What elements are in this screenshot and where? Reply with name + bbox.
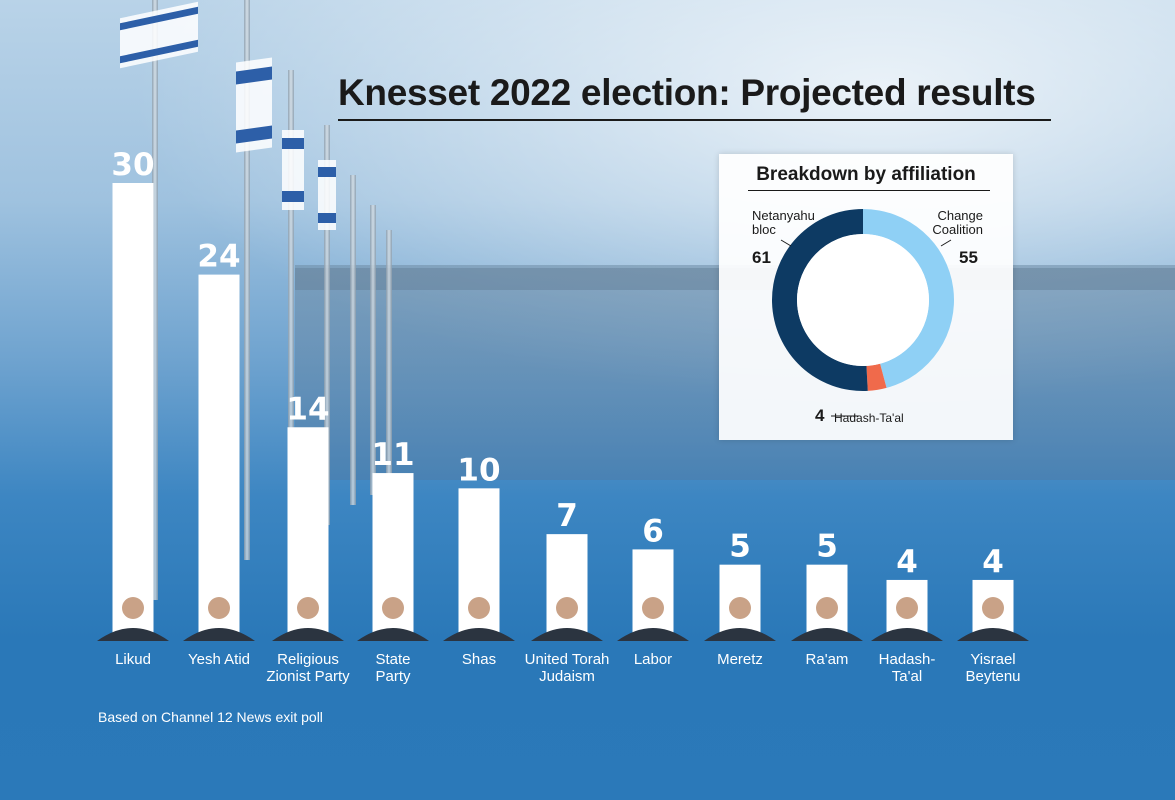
title-underline — [338, 119, 1051, 121]
portrait-icon — [357, 597, 429, 641]
netanyahu-bloc-label-line: Netanyahu — [752, 208, 815, 223]
hadash-taal-label: Hadash-Ta'al — [834, 411, 904, 425]
bar-value-label: 24 — [197, 239, 240, 275]
affiliation-panel: Breakdown by affiliation Netanyahu bloc … — [719, 154, 1013, 440]
category-label: Likud — [115, 651, 151, 668]
category-label: State — [375, 651, 410, 668]
page-title: Knesset 2022 election: Projected results — [338, 72, 1036, 113]
flagpole — [288, 70, 294, 550]
legend-netanyahu-bloc: Netanyahu bloc — [752, 209, 815, 237]
donut-title-underline — [748, 190, 990, 191]
netanyahu-leader-line — [780, 239, 792, 247]
portrait-icon — [531, 597, 603, 641]
category-label: Yesh Atid — [188, 651, 250, 668]
category-label: Beytenu — [965, 668, 1020, 685]
donut-title: Breakdown by affiliation — [756, 164, 976, 185]
flagpole — [350, 175, 356, 505]
israel-flag-icon — [282, 130, 304, 210]
flagpole — [324, 125, 330, 525]
bar-value-label: 11 — [371, 437, 414, 473]
category-label: Shas — [462, 651, 496, 668]
category-label: Meretz — [717, 651, 763, 668]
change-coalition-label-line: Change — [937, 208, 983, 223]
flagpole — [152, 0, 158, 600]
bar-value-label: 10 — [457, 452, 500, 488]
bar-value-label: 5 — [729, 529, 751, 565]
bar-1 — [198, 274, 240, 641]
category-label: United Torah — [525, 651, 610, 668]
bar-5 — [546, 534, 588, 641]
bar-0 — [112, 183, 154, 641]
portrait-icon — [183, 597, 255, 641]
bar-value-label: 7 — [556, 498, 578, 534]
category-label: Ra'am — [806, 651, 849, 668]
change-leader-line — [940, 239, 952, 247]
hadash-taal-value: 4 — [815, 406, 825, 425]
category-label: Judaism — [539, 668, 595, 685]
category-label: Yisrael — [970, 651, 1015, 668]
change-coalition-value: 55 — [959, 248, 978, 267]
donut-slice-0 — [772, 209, 868, 391]
netanyahu-bloc-value: 61 — [752, 248, 771, 267]
bar-value-label: 30 — [111, 147, 154, 183]
bar-value-label: 4 — [982, 544, 1004, 580]
source-footnote: Based on Channel 12 News exit poll — [98, 709, 323, 725]
affiliation-donut-chart — [772, 209, 954, 417]
category-label: Religious — [277, 651, 339, 668]
flagpole — [370, 205, 376, 495]
portrait-icon — [871, 597, 943, 641]
portrait-icon — [791, 597, 863, 641]
bar-value-label: 14 — [286, 391, 329, 427]
netanyahu-bloc-label-line: bloc — [752, 222, 776, 237]
portrait-icon — [272, 597, 344, 641]
portrait-icon — [704, 597, 776, 641]
bar-6 — [632, 549, 674, 641]
flagpole — [244, 0, 250, 560]
donut-hole — [797, 234, 929, 366]
category-label: Hadash- — [879, 651, 936, 668]
donut-slice-2 — [866, 363, 887, 391]
donut-slice-1 — [863, 209, 954, 388]
israel-flag-icon — [318, 160, 336, 230]
legend-change-coalition: Change Coalition — [929, 209, 983, 237]
bar-value-label: 5 — [816, 529, 838, 565]
flagpole — [386, 230, 392, 480]
portrait-icon — [97, 597, 169, 641]
change-coalition-label-line: Coalition — [932, 222, 983, 237]
bar-value-label: 6 — [642, 513, 664, 549]
bar-value-label: 4 — [896, 544, 918, 580]
category-label: Labor — [634, 651, 672, 668]
category-label: Party — [375, 668, 411, 685]
portrait-icon — [617, 597, 689, 641]
category-label: Zionist Party — [266, 668, 350, 685]
category-label: Ta'al — [892, 668, 922, 685]
portrait-icon — [443, 597, 515, 641]
portrait-icon — [957, 597, 1029, 641]
